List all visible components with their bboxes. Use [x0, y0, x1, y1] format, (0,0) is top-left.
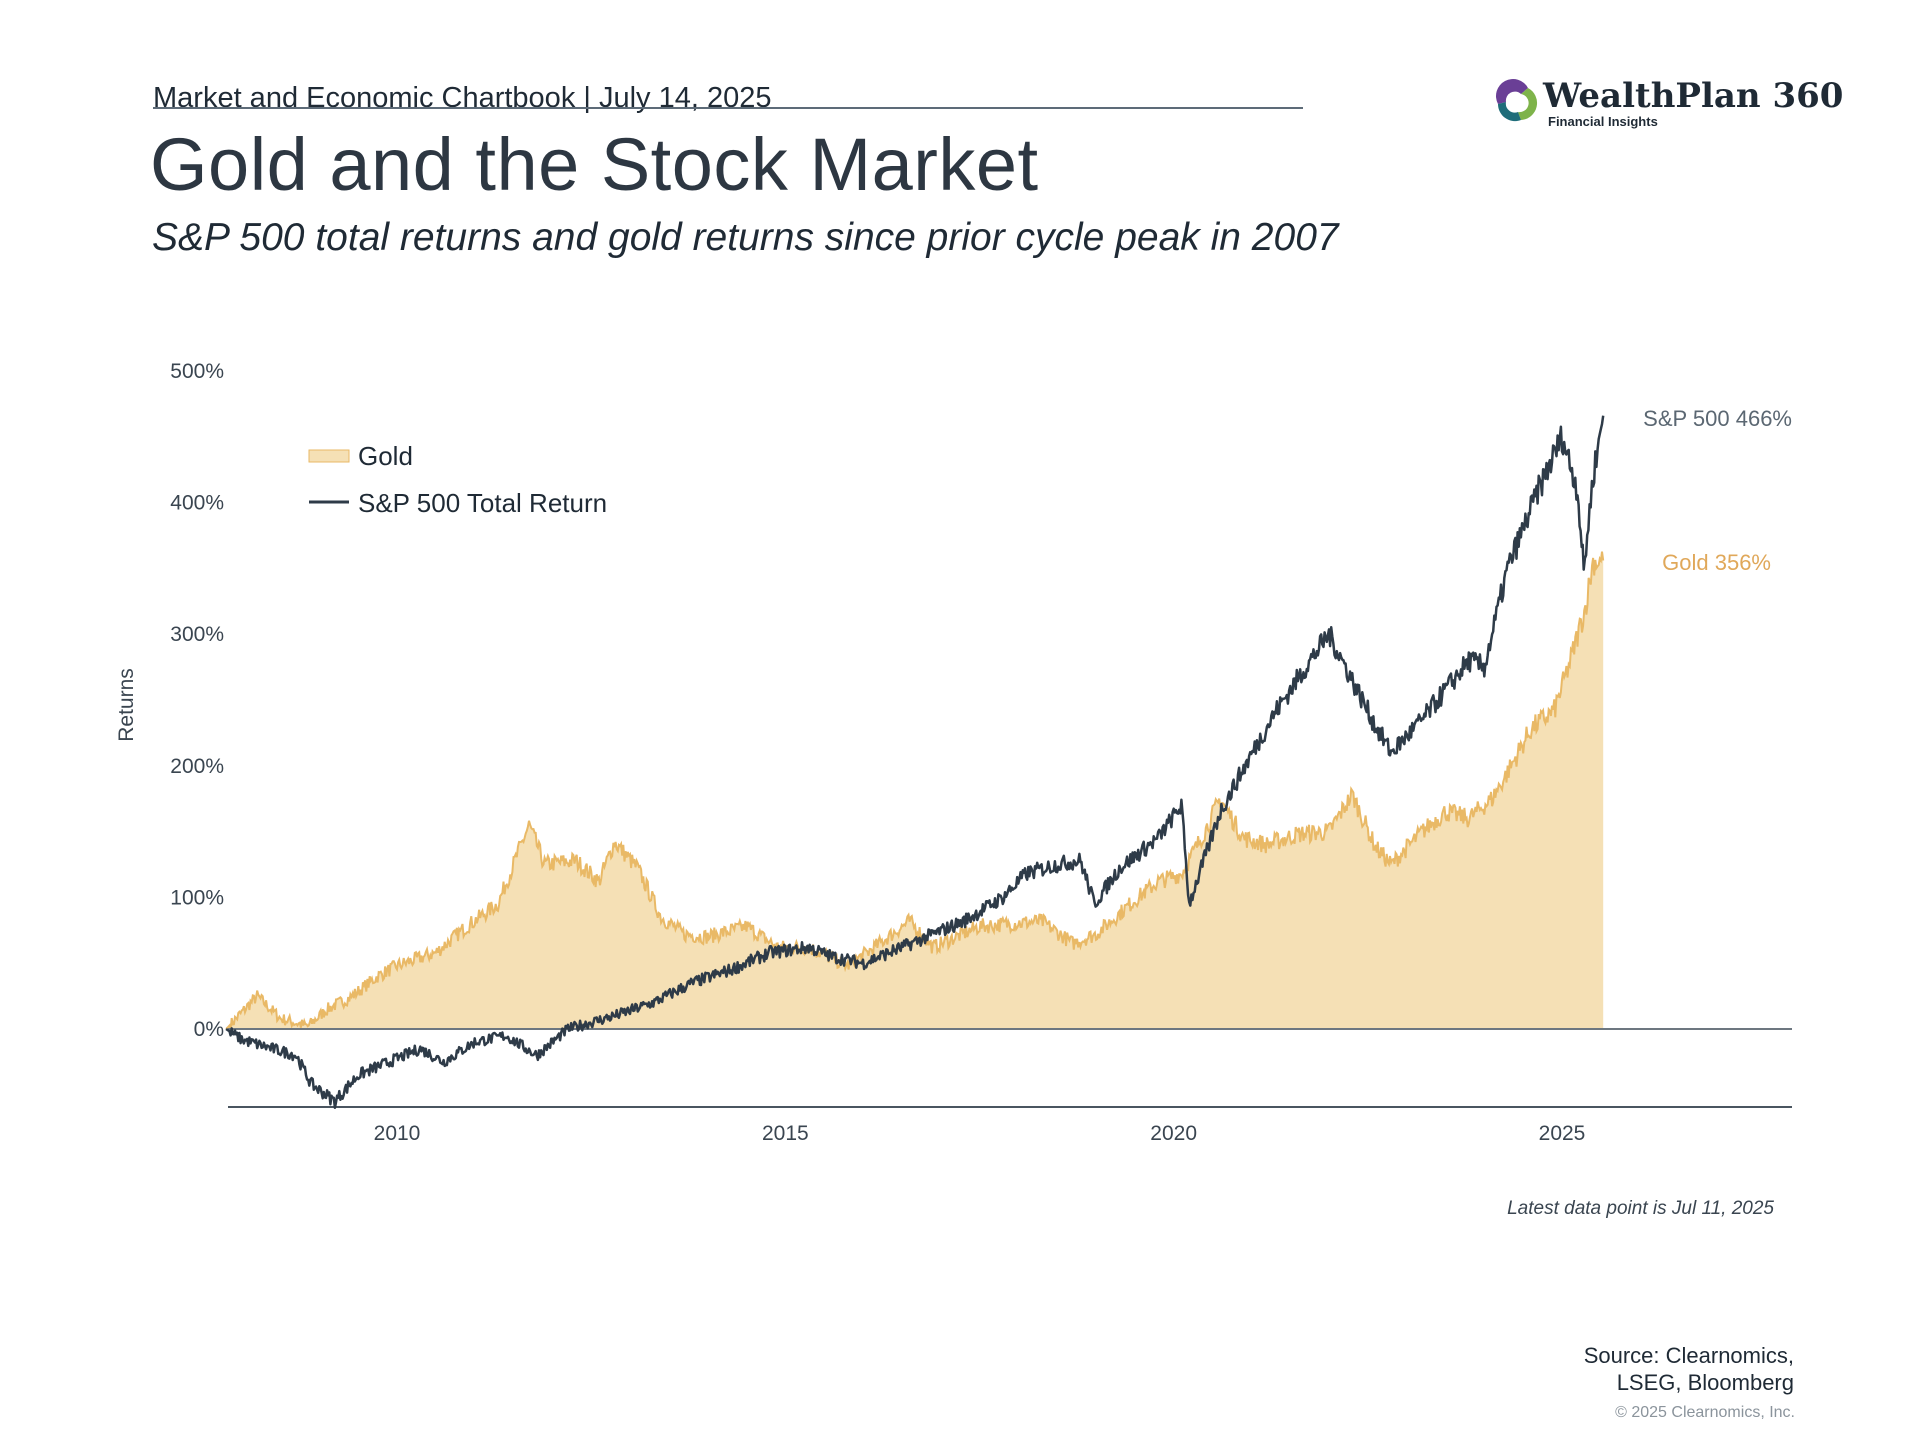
brand-logo: WealthPlan 360 Financial Insights	[1488, 74, 1843, 134]
sp500-end-label: S&P 500 466%	[1643, 406, 1792, 431]
y-axis-label: Returns	[115, 668, 138, 742]
y-tick-label: 0%	[194, 1018, 224, 1041]
page-title: Gold and the Stock Market	[150, 123, 1039, 206]
source-line-2: LSEG, Bloomberg	[1616, 1370, 1794, 1395]
latest-data-note: Latest data point is Jul 11, 2025	[1507, 1198, 1774, 1219]
y-tick-label: 100%	[170, 886, 224, 909]
brand-mark-icon	[1496, 79, 1538, 122]
header-divider	[153, 107, 1303, 109]
y-tick-label: 200%	[170, 755, 224, 778]
y-tick-label: 400%	[170, 492, 224, 515]
copyright: © 2025 Clearnomics, Inc.	[1615, 1404, 1795, 1421]
brand-name: WealthPlan 360	[1543, 76, 1844, 116]
source-line-1: Source: Clearnomics,	[1583, 1343, 1794, 1368]
y-tick-label: 500%	[170, 360, 224, 383]
legend-gold-label: Gold	[358, 441, 413, 471]
x-tick-label: 2010	[374, 1122, 421, 1145]
source-credit: Source: Clearnomics, LSEG, Bloomberg	[1500, 1342, 1794, 1396]
sp500-line	[225, 415, 1605, 1110]
x-tick-label: 2015	[762, 1122, 809, 1145]
gold-line	[225, 551, 1605, 1031]
page-subtitle: S&P 500 total returns and gold returns s…	[152, 216, 1339, 259]
legend-gold-swatch	[308, 449, 350, 463]
x-tick-label: 2020	[1150, 1122, 1197, 1145]
gold-area	[226, 551, 1604, 1031]
brand-tagline: Financial Insights	[1548, 114, 1658, 129]
y-tick-label: 300%	[170, 623, 224, 646]
x-tick-label: 2025	[1539, 1122, 1586, 1145]
legend-sp500-label: S&P 500 Total Return	[358, 488, 607, 518]
gold-end-label: Gold 356%	[1662, 550, 1771, 575]
